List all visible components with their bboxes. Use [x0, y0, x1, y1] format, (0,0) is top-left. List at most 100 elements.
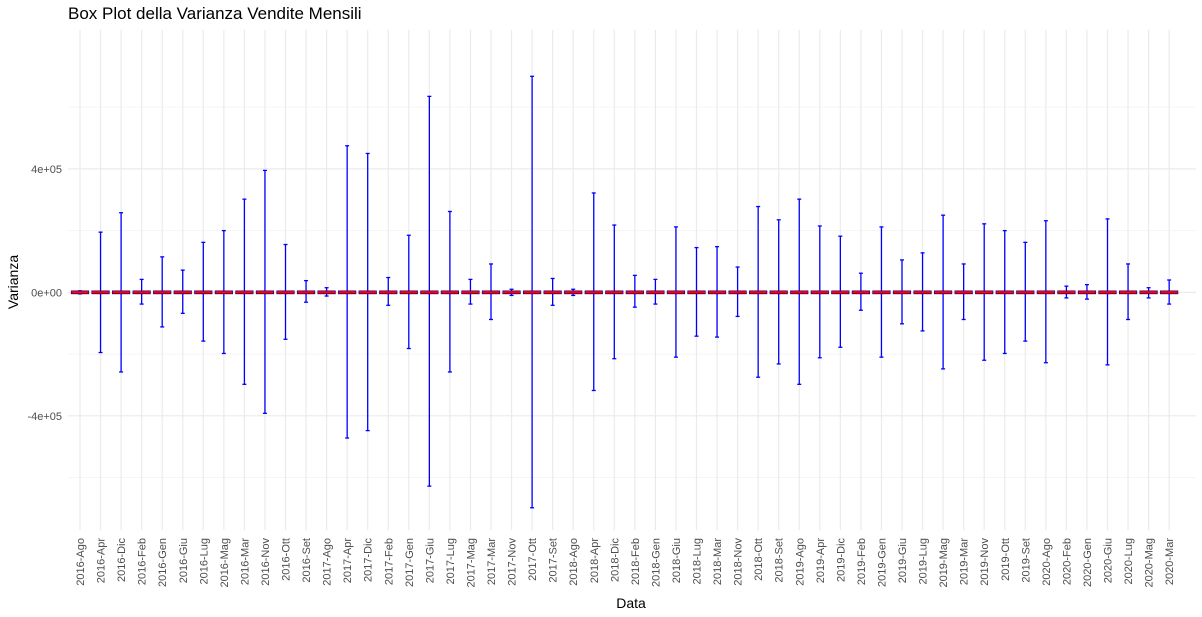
- x-tick-label: 2018-Set: [774, 538, 786, 583]
- x-tick-label: 2017-Feb: [383, 538, 395, 585]
- x-tick-label: 2019-Feb: [856, 538, 868, 585]
- y-tick-label: 4e+05: [31, 164, 62, 176]
- box-2019-Gen: [872, 226, 891, 358]
- box-2017-Nov: [502, 288, 521, 297]
- x-tick-label: 2019-Nov: [979, 538, 991, 586]
- x-tick-label: 2019-Set: [1020, 538, 1032, 583]
- box-2018-Mar: [707, 246, 727, 338]
- x-tick-label: 2017-Apr: [342, 538, 354, 584]
- box-2016-Lug: [194, 241, 213, 342]
- box-2017-Mag: [461, 278, 480, 305]
- box-2019-Dic: [831, 235, 850, 348]
- box-2019-Ago: [790, 198, 809, 385]
- x-tick-label: 2017-Lug: [445, 538, 457, 585]
- box-2017-Feb: [379, 276, 398, 306]
- box-2017-Mar: [481, 263, 501, 321]
- y-tick-labels: -4e+05 0e+00 4e+05: [27, 164, 62, 423]
- x-tick-label: 2019-Ago: [794, 538, 806, 586]
- box-2019-Lug: [913, 252, 932, 332]
- x-tick-label: 2017-Mar: [486, 538, 498, 585]
- x-tick-label: 2017-Ott: [527, 538, 539, 581]
- x-tick-label: 2016-Ott: [281, 538, 293, 581]
- box-2016-Ott: [276, 243, 295, 340]
- x-tick-label: 2016-Mag: [219, 538, 231, 588]
- x-tick-label: 2018-Giu: [671, 538, 683, 583]
- x-tick-label: 2017-Ago: [322, 538, 334, 586]
- box-2019-Mar: [954, 263, 973, 321]
- x-tick-label: 2018-Lug: [692, 538, 704, 585]
- box-2018-Giu: [666, 226, 686, 358]
- x-axis-title: Data: [616, 595, 646, 611]
- x-tick-label: 2017-Mag: [465, 538, 477, 588]
- box-2016-Ago: [70, 290, 90, 295]
- box-2016-Mag: [214, 229, 233, 355]
- box-2020-Mar: [1160, 279, 1179, 305]
- x-tick-label: 2016-Gen: [157, 538, 169, 587]
- x-tick-label: 2018-Gen: [650, 538, 662, 587]
- box-2016-Apr: [91, 231, 110, 354]
- box-2020-Ago: [1036, 220, 1055, 364]
- x-tick-label: 2017-Nov: [507, 538, 519, 586]
- x-tick-label: 2017-Dic: [363, 538, 375, 583]
- x-tick-labels: 2016-Ago 2016-Apr 2016-Dic 2016-Feb 2016-Gen…: [75, 538, 1176, 588]
- x-tick-label: 2019-Apr: [815, 538, 827, 584]
- chart-title: Box Plot della Varianza Vendite Mensili: [68, 4, 362, 23]
- box-2018-Set: [769, 219, 788, 365]
- x-tick-label: 2016-Nov: [260, 538, 272, 586]
- box-2019-Apr: [810, 225, 829, 359]
- box-2018-Ott: [749, 205, 768, 378]
- x-tick-label: 2017-Giu: [424, 538, 436, 583]
- box-2016-Mar: [235, 198, 254, 385]
- box-2019-Set: [1016, 241, 1035, 342]
- box-2018-Feb: [625, 274, 644, 308]
- box-2018-Ago: [564, 288, 583, 297]
- box-2019-Feb: [851, 272, 871, 311]
- x-tick-label: 2018-Ago: [568, 538, 580, 586]
- box-2017-Apr: [338, 145, 357, 439]
- x-tick-label: 2018-Mar: [712, 538, 724, 585]
- box-2017-Lug: [440, 210, 459, 373]
- box-2019-Mag: [933, 214, 953, 370]
- box-2016-Feb: [132, 278, 151, 305]
- x-tick-label: 2016-Giu: [178, 538, 190, 583]
- box-2018-Apr: [584, 192, 603, 392]
- y-axis-title: Varianza: [5, 255, 21, 309]
- box-2016-Gen: [153, 256, 172, 328]
- x-tick-label: 2018-Dic: [609, 538, 621, 583]
- box-2020-Feb: [1057, 285, 1076, 299]
- box-2020-Mag: [1139, 287, 1158, 299]
- x-tick-label: 2020-Feb: [1061, 538, 1073, 585]
- x-tick-label: 2020-Mar: [1164, 538, 1176, 585]
- x-tick-label: 2019-Dic: [835, 538, 847, 583]
- x-tick-label: 2016-Apr: [96, 538, 108, 584]
- x-tick-label: 2019-Giu: [897, 538, 909, 583]
- box-2020-Gen: [1077, 283, 1097, 300]
- x-tick-label: 2020-Mag: [1144, 538, 1156, 588]
- box-2016-Giu: [173, 269, 192, 314]
- box-2016-Dic: [111, 212, 131, 373]
- x-tick-label: 2020-Gen: [1082, 538, 1094, 587]
- x-tick-label: 2019-Ott: [1000, 538, 1012, 581]
- x-tick-label: 2019-Lug: [918, 538, 930, 585]
- box-2018-Gen: [646, 278, 665, 305]
- x-tick-label: 2019-Gen: [876, 538, 888, 587]
- x-tick-label: 2016-Set: [301, 538, 313, 583]
- x-tick-label: 2020-Ago: [1041, 538, 1053, 586]
- x-tick-label: 2016-Ago: [75, 538, 87, 586]
- box-layer: [70, 75, 1179, 509]
- box-2017-Gen: [399, 234, 418, 350]
- x-tick-label: 2016-Feb: [137, 538, 149, 585]
- box-2016-Set: [296, 279, 316, 303]
- box-2017-Ago: [317, 287, 336, 297]
- x-tick-label: 2019-Mar: [959, 538, 971, 585]
- box-2017-Ott: [522, 75, 542, 509]
- box-2020-Lug: [1118, 263, 1138, 321]
- x-tick-label: 2017-Set: [548, 538, 560, 583]
- box-2017-Dic: [358, 152, 377, 432]
- y-tick-label: 0e+00: [31, 287, 62, 299]
- x-tick-label: 2018-Feb: [630, 538, 642, 585]
- x-tick-label: 2017-Gen: [404, 538, 416, 587]
- box-2016-Nov: [255, 169, 275, 414]
- x-tick-label: 2016-Mar: [239, 538, 251, 585]
